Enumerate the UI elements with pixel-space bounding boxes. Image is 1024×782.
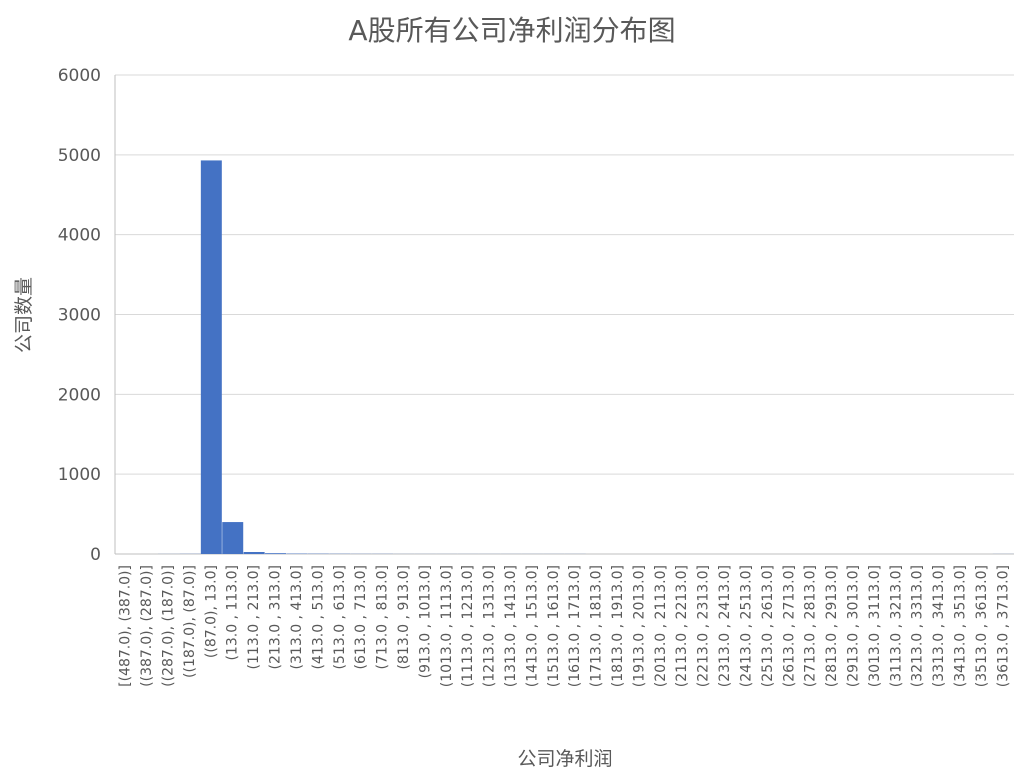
x-tick-label: (3313.0 , 3413.0] <box>931 565 947 687</box>
y-tick-label: 1000 <box>58 465 101 485</box>
y-axis-title: 公司数量 <box>13 277 35 353</box>
x-tick-label: (813.0 , 913.0] <box>396 565 412 669</box>
x-tick-label: (3513.0 , 3613.0] <box>974 565 990 687</box>
x-tick-label: (1113.0 , 1213.0] <box>460 565 476 687</box>
x-tick-label: (713.0 , 813.0] <box>375 565 391 669</box>
x-tick-label: (2613.0 , 2713.0] <box>781 565 797 687</box>
x-tick-label: (2713.0 , 2813.0] <box>803 565 819 687</box>
x-tick-label: [(487.0), (387.0)] <box>118 565 134 687</box>
x-tick-label: (3013.0 , 3113.0] <box>867 565 883 687</box>
x-tick-label: (1913.0 , 2013.0] <box>631 565 647 687</box>
x-tick-label: ((87.0), 13.0] <box>203 565 219 658</box>
x-tick-label: (213.0 , 313.0] <box>268 565 284 669</box>
x-tick-label: (2813.0 , 2913.0] <box>824 565 840 687</box>
x-tick-label: (1213.0 , 1313.0] <box>482 565 498 687</box>
x-tick-label: ((387.0), (287.0)] <box>139 565 155 687</box>
bar <box>244 552 265 554</box>
x-tick-label: (1513.0 , 1613.0] <box>546 565 562 687</box>
y-axis-ticks: 0 1000 2000 3000 4000 5000 6000 <box>58 66 101 565</box>
x-tick-label: (2513.0 , 2613.0] <box>760 565 776 687</box>
x-tick-label: ((287.0), (187.0)] <box>161 565 177 687</box>
x-tick-label: (2413.0 , 2513.0] <box>738 565 754 687</box>
x-tick-label: (313.0 , 413.0] <box>289 565 305 669</box>
x-tick-label: (113.0 , 213.0] <box>246 565 262 669</box>
y-tick-label: 4000 <box>58 226 101 246</box>
x-tick-label: (3413.0 , 3513.0] <box>952 565 968 687</box>
x-tick-label: (2013.0 , 2113.0] <box>653 565 669 687</box>
x-tick-label: (613.0 , 713.0] <box>353 565 369 669</box>
x-tick-label: (1013.0 , 1113.0] <box>439 565 455 687</box>
x-axis-ticks: [(487.0), (387.0)] ((387.0), (287.0)] ((28… <box>118 565 1012 687</box>
y-tick-label: 3000 <box>58 306 101 326</box>
bar <box>265 553 286 554</box>
y-tick-label: 5000 <box>58 146 101 166</box>
y-tick-label: 2000 <box>58 385 101 405</box>
x-tick-label: ((187.0), (87.0)] <box>182 565 198 678</box>
x-axis-title: 公司净利润 <box>517 748 612 770</box>
bar <box>222 522 243 554</box>
x-tick-label: (13.0 , 113.0] <box>225 565 241 661</box>
x-tick-label: (1713.0 , 1813.0] <box>589 565 605 687</box>
x-tick-label: (1613.0 , 1713.0] <box>567 565 583 687</box>
x-tick-label: (1813.0 , 1913.0] <box>610 565 626 687</box>
x-tick-label: (513.0 , 613.0] <box>332 565 348 669</box>
x-tick-label: (2113.0 , 2213.0] <box>674 565 690 687</box>
bar <box>201 160 222 554</box>
gridlines <box>115 75 1014 554</box>
x-tick-label: (3113.0 , 3213.0] <box>888 565 904 687</box>
x-tick-label: (3213.0 , 3313.0] <box>910 565 926 687</box>
chart-title: A股所有公司净利润分布图 <box>348 14 675 47</box>
y-tick-label: 6000 <box>58 66 101 86</box>
x-tick-label: (2213.0 , 2313.0] <box>696 565 712 687</box>
x-tick-label: (1413.0 , 1513.0] <box>524 565 540 687</box>
bars <box>158 160 1014 554</box>
y-tick-label: 0 <box>90 545 101 565</box>
x-tick-label: (913.0 , 1013.0] <box>417 565 433 678</box>
x-tick-label: (2313.0 , 2413.0] <box>717 565 733 687</box>
x-tick-label: (3613.0 , 3713.0] <box>995 565 1011 687</box>
x-tick-label: (1313.0 , 1413.0] <box>503 565 519 687</box>
x-tick-label: (2913.0 , 3013.0] <box>845 565 861 687</box>
x-tick-label: (413.0 , 513.0] <box>310 565 326 669</box>
